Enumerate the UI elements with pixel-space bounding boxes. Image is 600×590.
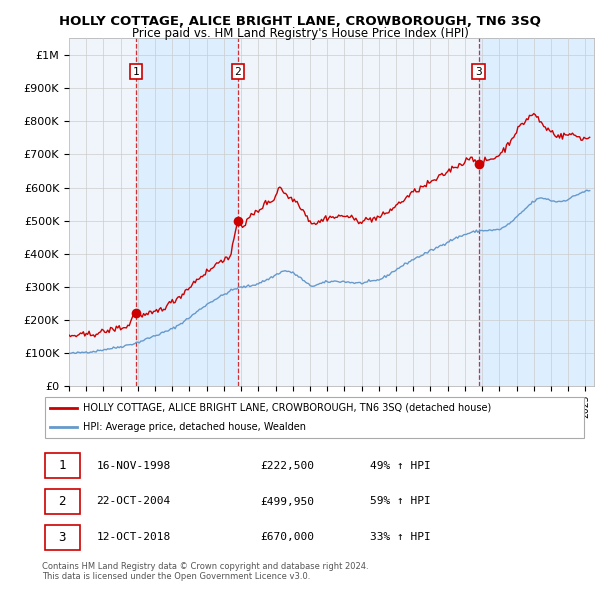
Text: £222,500: £222,500 [260,461,314,471]
FancyBboxPatch shape [45,525,80,550]
Text: This data is licensed under the Open Government Licence v3.0.: This data is licensed under the Open Gov… [42,572,310,581]
Text: 1: 1 [133,67,139,77]
Text: 2: 2 [235,67,241,77]
Bar [136,38,238,386]
Text: 33% ↑ HPI: 33% ↑ HPI [370,532,430,542]
Text: Contains HM Land Registry data © Crown copyright and database right 2024.: Contains HM Land Registry data © Crown c… [42,562,368,571]
Text: HOLLY COTTAGE, ALICE BRIGHT LANE, CROWBOROUGH, TN6 3SQ (detached house): HOLLY COTTAGE, ALICE BRIGHT LANE, CROWBO… [83,403,491,412]
FancyBboxPatch shape [45,489,80,514]
Text: 3: 3 [58,531,66,544]
Text: 16-NOV-1998: 16-NOV-1998 [97,461,171,471]
Text: 59% ↑ HPI: 59% ↑ HPI [370,497,430,506]
Text: £670,000: £670,000 [260,532,314,542]
Bar [479,38,594,386]
Text: £499,950: £499,950 [260,497,314,506]
Text: 49% ↑ HPI: 49% ↑ HPI [370,461,430,471]
Text: Price paid vs. HM Land Registry's House Price Index (HPI): Price paid vs. HM Land Registry's House … [131,27,469,40]
Text: HOLLY COTTAGE, ALICE BRIGHT LANE, CROWBOROUGH, TN6 3SQ: HOLLY COTTAGE, ALICE BRIGHT LANE, CROWBO… [59,15,541,28]
FancyBboxPatch shape [45,453,80,478]
Text: 3: 3 [475,67,482,77]
Text: 22-OCT-2004: 22-OCT-2004 [97,497,171,506]
Text: HPI: Average price, detached house, Wealden: HPI: Average price, detached house, Weal… [83,422,306,432]
Text: 12-OCT-2018: 12-OCT-2018 [97,532,171,542]
Text: 1: 1 [58,459,66,472]
FancyBboxPatch shape [45,397,584,438]
Text: 2: 2 [58,495,66,508]
